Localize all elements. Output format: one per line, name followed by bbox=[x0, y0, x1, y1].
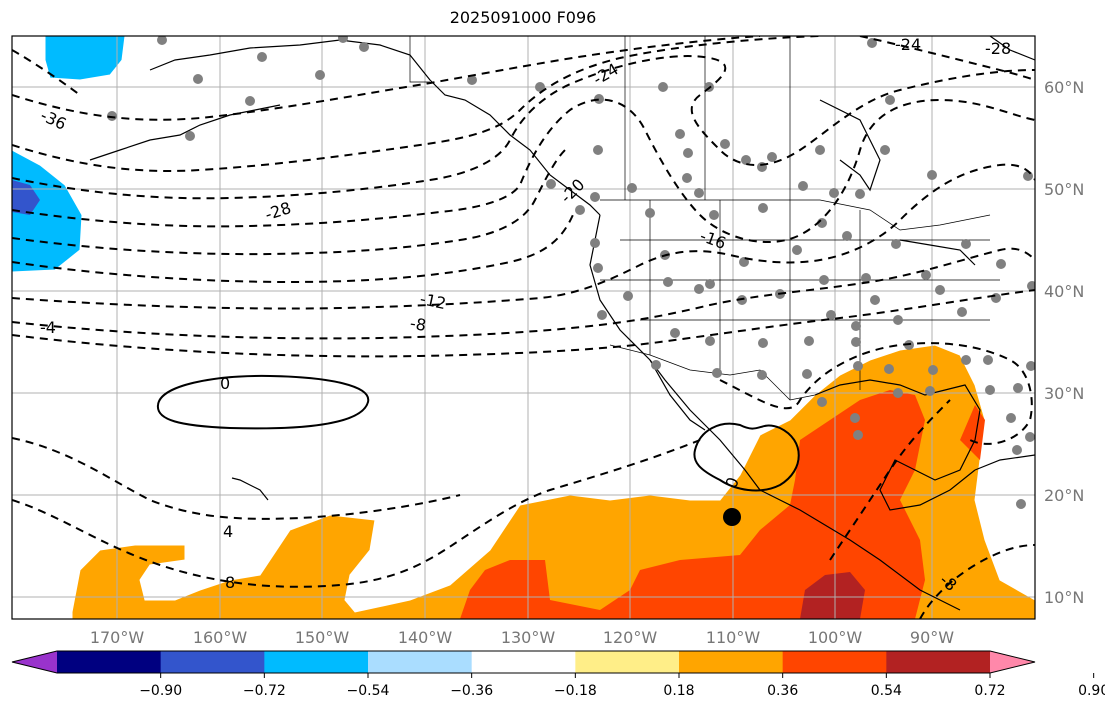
colorbar-outline bbox=[11, 650, 1036, 674]
zero-contour-pacific bbox=[156, 374, 370, 430]
colorbar-segment bbox=[782, 651, 887, 673]
colorbar-tick-label: −0.90 bbox=[139, 683, 182, 699]
lon-label: 100°W bbox=[808, 628, 863, 647]
latitude-labels: 60°N 50°N 40°N 30°N 20°N 10°N bbox=[1044, 78, 1084, 607]
colorbar: −0.90 −0.72 −0.54 −0.36 −0.18 0.18 0.36 0.54 0.7… bbox=[11, 650, 1105, 699]
contour-label: -24 bbox=[895, 35, 921, 54]
colorbar-segment bbox=[886, 651, 991, 673]
colorbar-tick-label: −0.54 bbox=[347, 683, 390, 699]
colorbar-segment bbox=[575, 651, 680, 673]
redorange-anomaly-region bbox=[460, 390, 925, 619]
colorbar-tick-label: 0.90 bbox=[1078, 683, 1105, 699]
colorbar-segment bbox=[471, 651, 576, 673]
lon-label: 90°W bbox=[910, 628, 954, 647]
darkred-anomaly-region bbox=[800, 572, 865, 619]
colorbar-extend-high bbox=[990, 651, 1035, 673]
colorbar-extend-low bbox=[12, 651, 57, 673]
height-contours bbox=[12, 36, 1035, 619]
colorbar-tick-label: −0.18 bbox=[554, 683, 597, 699]
contour-label: 0 bbox=[220, 374, 230, 393]
zero-contour-mexico bbox=[693, 422, 800, 492]
contour-label: -4 bbox=[40, 318, 56, 337]
contour-label: -28 bbox=[985, 39, 1011, 58]
lat-label: 50°N bbox=[1044, 180, 1084, 199]
lon-label: 130°W bbox=[501, 628, 556, 647]
lon-label: 120°W bbox=[603, 628, 658, 647]
lat-label: 60°N bbox=[1044, 78, 1084, 97]
map-frame bbox=[11, 35, 1036, 620]
colorbar-tick-label: −0.36 bbox=[450, 683, 493, 699]
graticule bbox=[12, 36, 1035, 619]
colorbar-segment bbox=[368, 651, 473, 673]
lon-label: 150°W bbox=[295, 628, 350, 647]
colorbar-tick-label: −0.72 bbox=[243, 683, 286, 699]
colorbar-segment bbox=[160, 651, 265, 673]
storm-position-marker bbox=[723, 508, 741, 526]
coastlines bbox=[89, 36, 1035, 611]
cyan-anomaly-region-north bbox=[44, 36, 126, 81]
contour-label: -8 bbox=[409, 313, 428, 334]
colorbar-tick-label: 0.72 bbox=[974, 683, 1005, 699]
lat-label: 10°N bbox=[1044, 588, 1084, 607]
contour-label: 8 bbox=[225, 573, 235, 592]
lat-label: 40°N bbox=[1044, 282, 1084, 301]
colorbar-tick-label: 0.36 bbox=[767, 683, 798, 699]
lat-label: 20°N bbox=[1044, 486, 1084, 505]
colorbar-tick-label: 0.18 bbox=[663, 683, 694, 699]
longitude-labels: 170°W 160°W 150°W 140°W 130°W 120°W 110°… bbox=[90, 628, 954, 647]
shaded-anomaly-fields bbox=[12, 36, 1035, 619]
map-title: 2025091000 F096 bbox=[449, 8, 597, 27]
colorbar-segment bbox=[264, 651, 369, 673]
colorbar-segment bbox=[57, 651, 162, 673]
lat-label: 30°N bbox=[1044, 384, 1084, 403]
lon-label: 160°W bbox=[193, 628, 248, 647]
lon-label: 110°W bbox=[706, 628, 761, 647]
colorbar-segment bbox=[679, 651, 784, 673]
contour-label: 4 bbox=[223, 522, 233, 541]
lon-label: 170°W bbox=[90, 628, 145, 647]
colorbar-tick-label: 0.54 bbox=[871, 683, 902, 699]
lon-label: 140°W bbox=[398, 628, 453, 647]
political-borders bbox=[409, 36, 1000, 401]
